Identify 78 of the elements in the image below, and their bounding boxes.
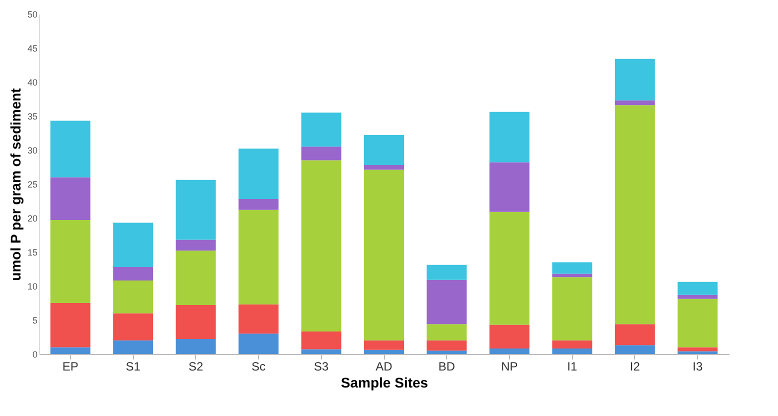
x-tick-label: BD [438,360,456,374]
bar [426,340,467,351]
bar [301,332,342,350]
bar [238,210,279,304]
y-tick-label: 5 [32,316,38,326]
y-tick-label: 30 [27,146,38,156]
bar [614,105,655,324]
bar [678,347,718,352]
bar [552,348,592,354]
bar [426,324,467,340]
y-tick-label: 40 [27,78,38,88]
bar [364,350,404,354]
x-tick-label: S1 [126,360,141,374]
bar [552,277,592,340]
bar [301,112,342,147]
bar [426,280,467,324]
x-tick-label: I1 [567,360,578,374]
bar [489,212,530,325]
bar [364,340,404,350]
bar [176,339,216,354]
bar [614,324,655,346]
bar [113,313,154,340]
bar [364,170,404,340]
y-tick-label: 0 [32,350,38,360]
bar [426,350,467,354]
x-tick-label: EP [62,360,78,374]
y-tick-label: 35 [27,112,38,122]
y-axis-title: umol P per gram of sediment [7,88,24,281]
bar [113,222,154,267]
x-tick-label: Sc [252,360,266,374]
bar [301,160,342,332]
bar [176,305,216,340]
bar [678,298,718,348]
bar [489,324,530,349]
x-tick-label: S3 [314,360,329,374]
bar [678,351,718,354]
bar [238,304,279,334]
bar [238,334,279,354]
y-tick-label: 25 [27,180,38,190]
x-tick-label: AD [376,360,393,374]
bar [426,264,467,280]
bar [238,148,279,199]
y-tick-label: 45 [27,44,38,54]
bar [50,347,90,354]
bar [176,180,216,240]
bar [50,303,90,348]
bar [489,348,530,354]
bar [176,250,216,306]
y-tick-label: 50 [27,10,38,20]
bar [113,266,154,281]
bar [113,280,154,314]
x-tick-label: I2 [630,360,640,374]
y-tick-label: 10 [27,282,38,292]
bar [552,340,592,349]
x-tick-label: NP [501,360,518,374]
bar [552,262,592,274]
bar [50,177,90,220]
bar [364,164,404,170]
bar [489,162,530,212]
bar [678,294,718,299]
y-tick-label: 20 [27,214,38,224]
bar [301,349,342,354]
bar [489,112,530,162]
bar [614,58,655,100]
bar [50,120,90,178]
bar [614,100,655,106]
x-tick-label: I3 [692,360,703,374]
x-axis-title: Sample Sites [340,374,428,390]
bar [301,146,342,160]
y-tick-label: 15 [27,248,38,258]
bar [176,240,216,251]
bar [238,198,279,210]
bar [364,135,404,165]
bar [614,345,655,354]
bar [50,220,90,303]
bar [678,282,718,295]
bar [113,340,154,354]
x-tick-label: S2 [188,360,204,374]
